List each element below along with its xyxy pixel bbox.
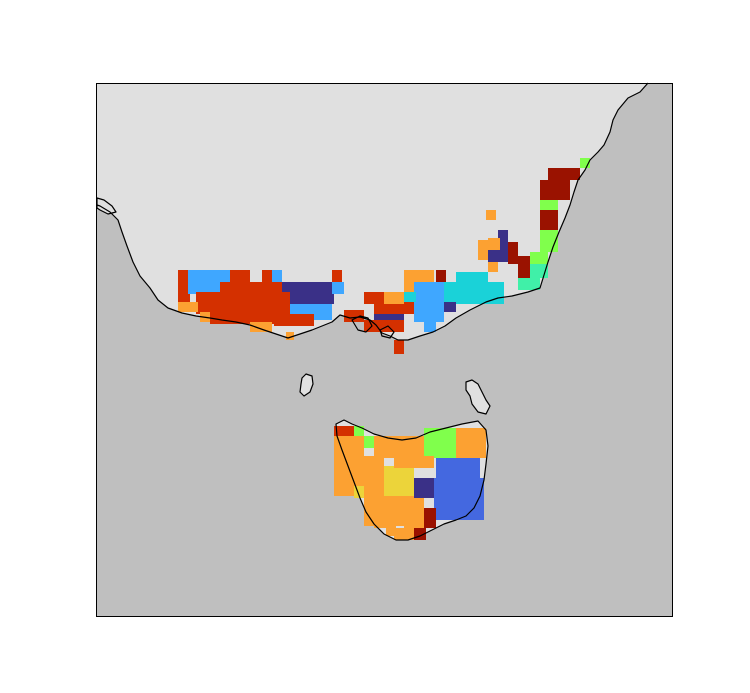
cluster-cell-dark-red <box>540 180 570 200</box>
tasmania-coastline <box>335 419 489 541</box>
cluster-cell-orange <box>384 292 404 304</box>
cluster-cell-red-orange <box>262 270 272 282</box>
cluster-cell-orange <box>404 498 424 534</box>
flinders-island-coastline <box>465 379 491 415</box>
cluster-cell-orange <box>486 210 496 220</box>
cluster-cell-light-green <box>434 428 456 458</box>
cluster-cell-light-green <box>354 426 364 436</box>
cluster-cell-royal-blue <box>436 458 480 478</box>
cluster-cell-red-orange <box>230 270 250 282</box>
king-island <box>300 374 313 396</box>
cluster-cell-indigo <box>444 302 456 312</box>
cluster-cell-orange <box>394 456 434 468</box>
cluster-cell-indigo <box>488 250 508 262</box>
cluster-cell-light-green <box>364 436 374 448</box>
cluster-cell-indigo <box>280 282 334 304</box>
cluster-cell-dark-red <box>548 168 580 180</box>
cluster-cell-turquoise <box>404 292 416 302</box>
cluster-cell-sky-blue <box>424 322 436 332</box>
cluster-cell-mint <box>518 278 540 290</box>
king-island-coastline <box>299 373 314 397</box>
cluster-cell-red-orange <box>334 426 354 436</box>
cluster-cell-red-orange <box>344 310 364 322</box>
cluster-cell-turquoise <box>444 282 504 304</box>
cluster-cell-red-orange <box>394 340 404 354</box>
cluster-cell-indigo <box>374 314 404 324</box>
cluster-cell-orange <box>374 436 424 458</box>
cluster-cell-sky-blue <box>272 270 282 282</box>
cluster-cell-sky-blue <box>414 302 444 322</box>
cluster-cell-orange <box>488 262 498 272</box>
cluster-cell-light-green <box>540 200 558 210</box>
cluster-cell-orange <box>456 428 486 458</box>
cluster-cell-indigo <box>414 478 434 498</box>
flinders-island <box>466 380 490 414</box>
coastlines <box>96 82 649 541</box>
map-content <box>96 82 649 541</box>
cluster-cell-yellow <box>354 486 364 498</box>
cluster-cell-indigo <box>498 230 508 250</box>
mainland-coastline <box>96 82 649 341</box>
cluster-cell-light-green <box>580 158 590 168</box>
cluster-cells <box>178 158 590 540</box>
cluster-cell-light-green <box>530 252 548 264</box>
cluster-cell-red-orange <box>274 314 314 326</box>
cluster-cell-sky-blue <box>332 282 344 294</box>
kangaroo-island-coastline <box>96 197 117 215</box>
western-port-coastline <box>379 325 395 339</box>
cluster-cell-sky-blue <box>414 282 444 302</box>
cluster-cell-dark-red <box>436 270 446 282</box>
cluster-cell-red-orange <box>178 270 190 302</box>
cluster-cell-mint <box>528 264 548 278</box>
cluster-cell-dark-red <box>540 210 558 230</box>
cluster-cell-royal-blue <box>434 478 484 520</box>
cluster-cell-dark-red <box>424 508 436 528</box>
cluster-cell-orange <box>404 282 414 292</box>
cluster-cell-red-orange <box>332 270 342 282</box>
cluster-cell-red-orange <box>196 292 290 314</box>
cluster-cell-dark-red <box>508 242 518 264</box>
cluster-cell-dark-red <box>518 256 530 278</box>
cluster-cell-orange <box>286 332 294 340</box>
cluster-cell-orange <box>488 238 500 250</box>
cluster-cell-light-green <box>424 440 434 456</box>
cluster-cell-orange <box>374 516 394 528</box>
port-phillip-bay-coastline <box>351 315 373 333</box>
map-frame <box>96 83 673 617</box>
cluster-cell-orange <box>478 240 488 260</box>
cluster-cell-red-orange <box>374 302 414 314</box>
cluster-cell-orange <box>394 528 414 540</box>
cluster-cell-orange <box>250 322 272 332</box>
cluster-cell-orange <box>404 270 434 282</box>
kangaroo-island-tip <box>97 198 116 214</box>
cluster-cell-red-orange <box>220 282 282 294</box>
cluster-cell-orange <box>178 302 198 312</box>
cluster-cell-yellow <box>384 466 414 496</box>
cluster-cell-red-orange <box>364 292 384 304</box>
cluster-cell-orange <box>386 526 396 536</box>
